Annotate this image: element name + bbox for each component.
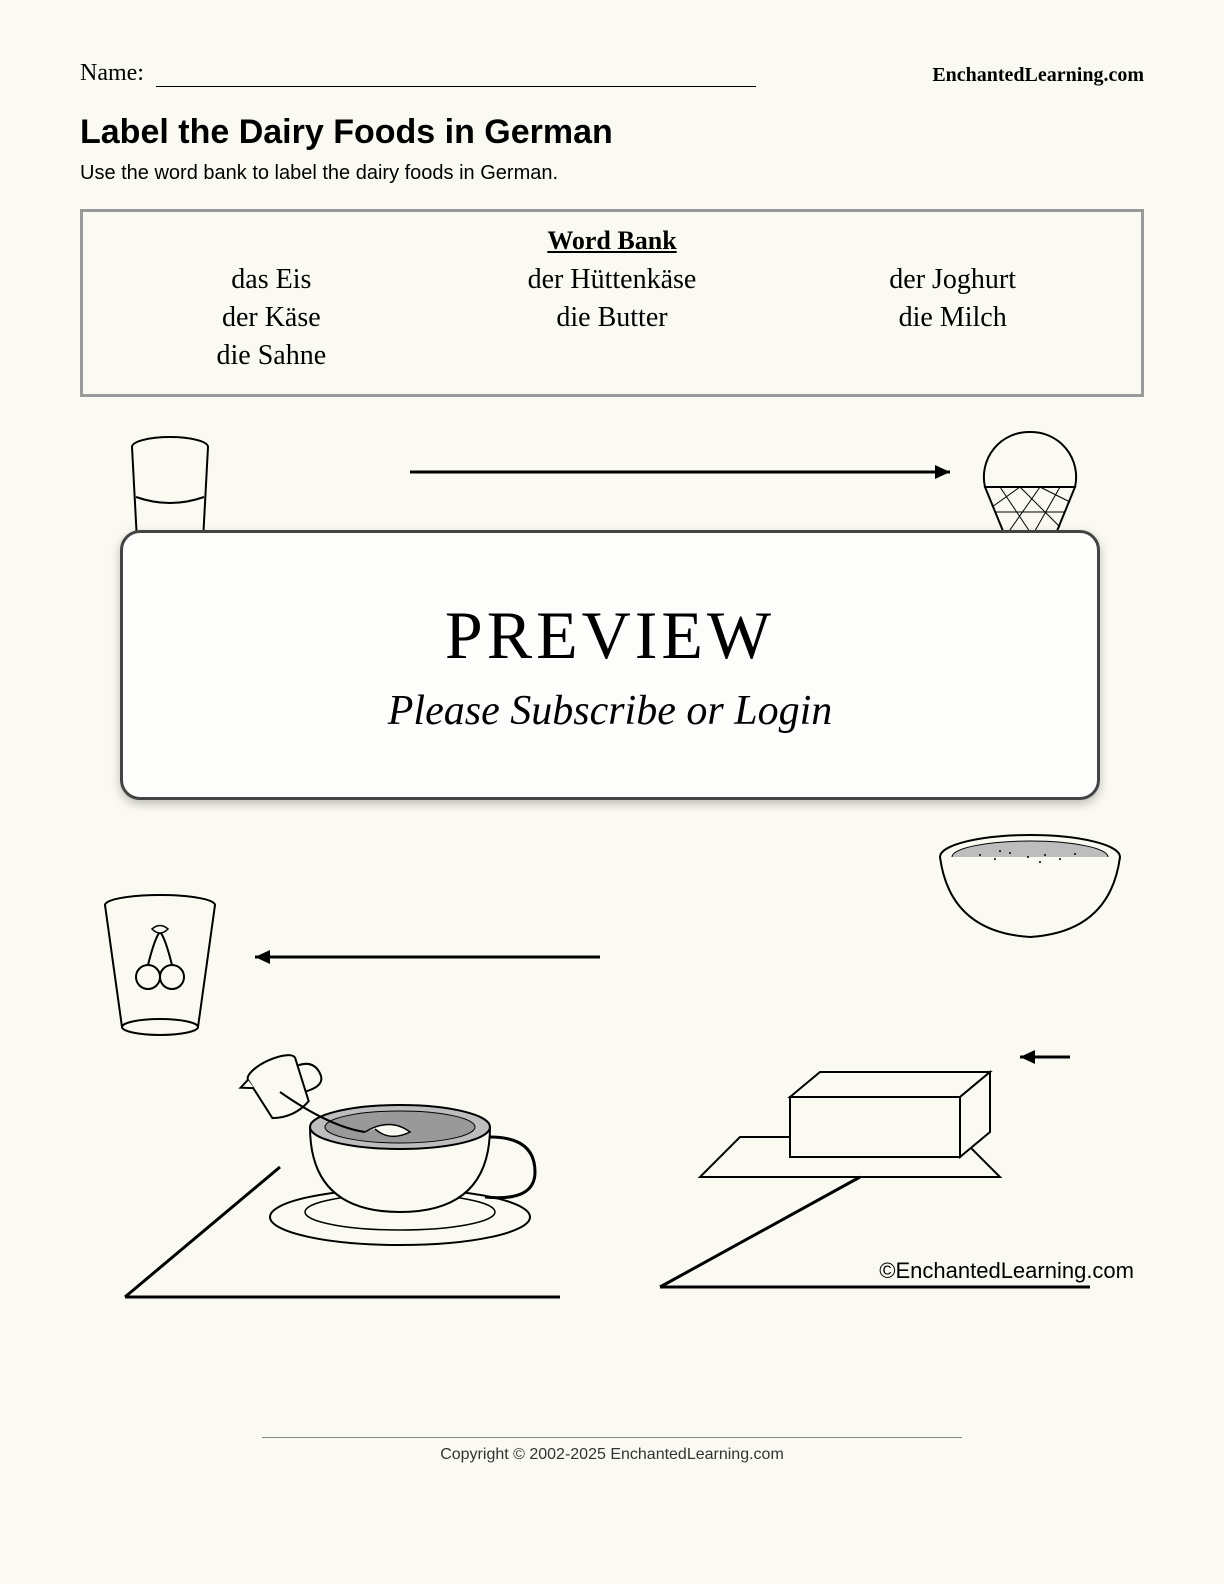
site-link[interactable]: EnchantedLearning.com bbox=[932, 64, 1144, 87]
diagram-copyright: ©EnchantedLearning.com bbox=[879, 1258, 1134, 1284]
overlay-title: PREVIEW bbox=[445, 596, 775, 675]
word-bank-item bbox=[452, 340, 773, 372]
yogurt-icon bbox=[105, 895, 215, 1035]
footer-divider bbox=[262, 1437, 962, 1438]
word-bank-item: der Käse bbox=[111, 302, 432, 334]
footer: Copyright © 2002-2025 EnchantedLearning.… bbox=[0, 1437, 1224, 1464]
cream-icon bbox=[235, 1043, 535, 1245]
answer-line-1[interactable] bbox=[410, 465, 950, 479]
instructions: Use the word bank to label the dairy foo… bbox=[80, 162, 1144, 185]
word-bank-item bbox=[792, 340, 1113, 372]
word-bank-item: die Sahne bbox=[111, 340, 432, 372]
word-bank-item: der Hüttenkäse bbox=[452, 264, 773, 296]
name-blank-line[interactable] bbox=[156, 67, 756, 87]
word-bank-grid: das Eis der Hüttenkäse der Joghurt der K… bbox=[111, 264, 1113, 372]
preview-overlay: PREVIEW Please Subscribe or Login bbox=[120, 530, 1100, 800]
word-bank-item: das Eis bbox=[111, 264, 432, 296]
overlay-subtitle[interactable]: Please Subscribe or Login bbox=[388, 687, 832, 735]
name-label: Name: bbox=[80, 60, 144, 87]
answer-line-2[interactable] bbox=[255, 950, 600, 964]
word-bank-item: die Butter bbox=[452, 302, 773, 334]
butter-icon bbox=[700, 1072, 1000, 1177]
word-bank-title: Word Bank bbox=[111, 226, 1113, 256]
page-title: Label the Dairy Foods in German bbox=[80, 113, 1144, 152]
word-bank: Word Bank das Eis der Hüttenkäse der Jog… bbox=[80, 209, 1144, 397]
name-field-area: Name: bbox=[80, 60, 756, 87]
cottage-cheese-icon bbox=[940, 835, 1120, 937]
word-bank-item: der Joghurt bbox=[792, 264, 1113, 296]
word-bank-item: die Milch bbox=[792, 302, 1113, 334]
footer-copyright: Copyright © 2002-2025 EnchantedLearning.… bbox=[0, 1446, 1224, 1464]
header-row: Name: EnchantedLearning.com bbox=[80, 60, 1144, 87]
answer-line-4[interactable] bbox=[1020, 1050, 1070, 1064]
